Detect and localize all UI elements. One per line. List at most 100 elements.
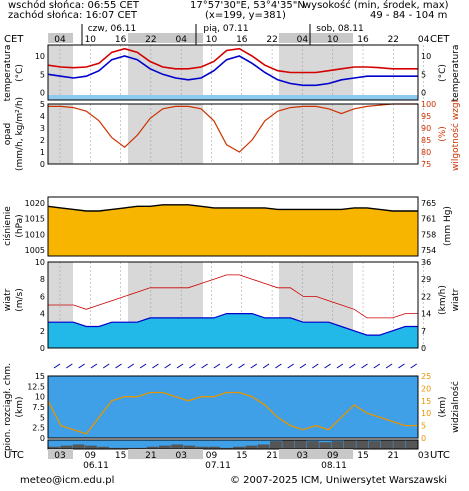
cloudcover-bar [233,446,245,449]
top-hour-label: 16 [357,35,369,45]
y-tick-label: 20 [421,384,431,393]
cloudcover-bar [146,446,159,449]
top-axis-bg [48,33,418,43]
wind-arrow [385,363,393,369]
y-tick-label: 1 [40,148,45,157]
y-tick-label: 1010 [25,230,45,239]
night-band [128,104,203,164]
cloudcover-bar [48,446,60,449]
wind-arrow [102,363,110,369]
top-hour-label: 10 [85,35,97,45]
cloudcover-bar [257,444,270,449]
wind-arrow [348,363,356,369]
top-hour-label: 04 [54,35,66,45]
top-axis-night [279,33,353,43]
cloudcover-bar [72,444,85,449]
y-tick-label: 0 [40,160,45,169]
cloudcover-bar [122,447,134,449]
y-tick-label: 100 [421,100,436,109]
tz-right-top: CET [430,34,450,45]
temp-unit-left: (°C) [15,64,25,82]
humidity-unit: (%) [438,126,448,142]
y-tick-label: 3 [40,124,45,133]
top-hour-label: 22 [266,35,277,45]
bottom-day-label: 07.11 [205,461,231,471]
wind-arrow [398,363,405,369]
y-tick-label: 758 [421,230,436,239]
wind-arrow [152,363,159,369]
wind-arrow [66,363,73,369]
cloudcover-bar [134,447,147,449]
pressure-line [47,204,418,212]
wind-arrow [299,363,307,369]
visibility-line [47,391,418,435]
bottom-hour-label: 15 [115,451,126,461]
bottom-day-label: 08.11 [321,461,347,471]
cloudcover-bar [196,446,208,449]
y-tick-label: 15 [35,372,45,381]
top-hour-label: 16 [115,35,127,45]
y-tick-label: 1005 [25,246,45,255]
y-tick-label: 7.5 [32,403,45,412]
cloudcover-bar [159,445,171,449]
y-tick-label: 75 [421,160,431,169]
y-tick-label: 765 [421,199,436,208]
humidity-ylabel: wilgotność wzgl. [450,97,461,171]
visibility-ylabel: widzialność [450,381,461,433]
top-hour-label: 16 [236,35,248,45]
wind-arrow [176,363,184,369]
wind-speed-line [48,313,418,336]
tz-left-top: CET [4,34,24,45]
night-band [279,104,353,164]
bottom-hour-label: 03 [297,451,308,461]
top-axis-night [128,33,203,43]
cloudcover-bar [60,445,73,449]
y-tick-label: 90 [421,124,431,133]
wind-arrow [189,363,196,369]
y-tick-label: 5 [421,422,426,431]
y-tick-label: 10 [35,258,45,267]
y-tick-label: 8 [40,275,45,284]
coords-text: 17°57'30"E, 53°4'35"N [190,0,305,11]
wind-arrow [336,363,344,369]
cloudcover-bar [208,446,221,449]
wind-arrow [213,363,221,369]
bottom-hour-label: 03 [175,451,186,461]
temp-ylabel-right: temperatura [451,45,461,102]
pressure-ylabel: ciśnienie [2,206,13,246]
cloudcover-bar [294,440,307,449]
cloudcover-bar [381,440,393,449]
dewpoint-line [47,55,418,87]
top-day-label: pią, 07.11 [203,24,248,34]
y-tick-label: 12.5 [27,382,45,391]
humidity-line [48,103,418,153]
cloudcover-bar [331,441,344,449]
bottom-hour-label: 15 [236,451,247,461]
wind-arrow [78,363,85,369]
wind-arrow [312,363,319,369]
y-tick-label: 14 [421,310,431,319]
bottom-hour-label: 21 [145,451,156,461]
panel-frame [47,103,419,165]
wind-arrow [324,363,331,369]
bottom-hour-label: 09 [327,451,339,461]
bottom-axis-night [279,449,353,459]
top-hour-label: 10 [327,35,339,45]
wind-unit-right: (km/h) [438,285,448,315]
cloudcover-bar [344,440,356,449]
wind-arrow [262,363,270,369]
panel-frame [47,44,419,101]
temp-ylabel-left: temperatura [3,45,13,102]
cloudcover-bar [220,447,233,449]
y-tick-label: 0 [40,89,45,98]
wind-arrow [127,363,135,369]
bottom-hour-label: 03 [418,451,429,461]
wind-arrow [90,363,98,369]
cloudcover-bar [270,441,282,449]
cloudcover-bar [282,440,295,449]
footer-email[interactable]: meteo@icm.edu.pl [20,475,115,486]
cloudcover-bar [245,445,258,449]
wind-arrow [225,363,233,369]
wind-ylabel-left: wiatr [3,288,13,311]
